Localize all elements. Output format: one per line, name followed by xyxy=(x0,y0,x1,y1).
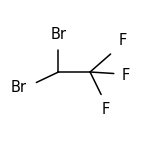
Text: F: F xyxy=(102,102,110,117)
Text: F: F xyxy=(122,68,130,82)
Text: Br: Br xyxy=(11,80,27,94)
Text: Br: Br xyxy=(50,27,67,42)
Text: F: F xyxy=(118,33,127,48)
